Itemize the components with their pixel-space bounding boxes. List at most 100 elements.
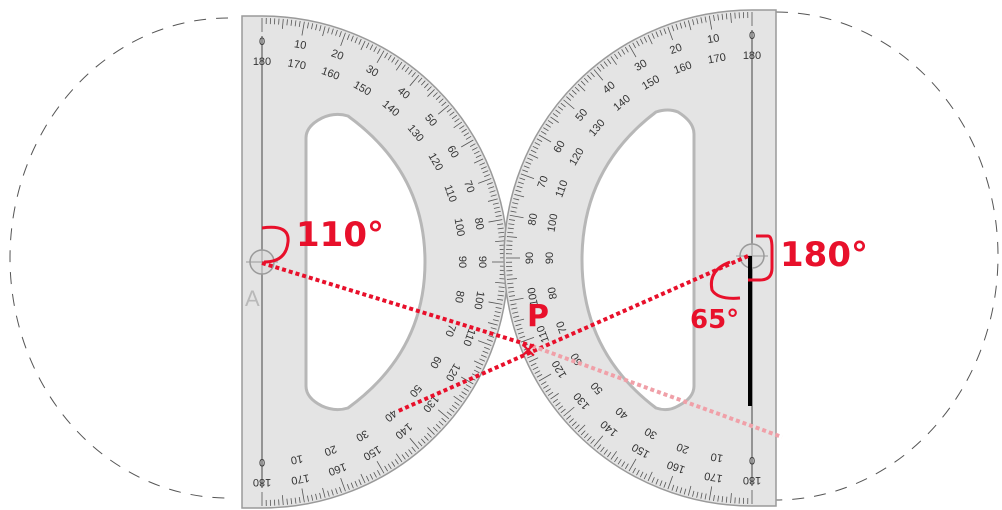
degree-tick <box>510 210 517 213</box>
degree-tick <box>401 64 406 70</box>
degree-tick <box>534 142 541 146</box>
degree-tick <box>543 384 549 389</box>
degree-tick <box>294 20 297 27</box>
degree-tick <box>721 496 724 503</box>
degree-tick <box>346 484 350 490</box>
angle-bracket-right <box>748 234 774 282</box>
degree-label: 170 <box>290 471 310 486</box>
degree-tick <box>522 169 529 173</box>
degree-tick <box>663 28 667 35</box>
degree-tick <box>713 494 715 502</box>
degree-tick <box>373 46 377 53</box>
degree-label: 160 <box>320 65 341 83</box>
degree-tick <box>427 86 432 92</box>
degree-tick <box>536 138 543 142</box>
degree-tick <box>520 336 535 343</box>
degree-tick <box>384 52 389 59</box>
degree-tick <box>492 319 499 322</box>
degree-tick <box>730 493 732 504</box>
degree-tick <box>394 59 399 65</box>
degree-tick <box>600 63 605 70</box>
degree-tick <box>632 467 636 474</box>
degree-label: 80 <box>546 286 560 300</box>
degree-tick <box>463 132 470 137</box>
degree-label: 30 <box>364 63 381 80</box>
degree-tick <box>614 53 619 60</box>
degree-tick <box>506 278 517 280</box>
degree-tick <box>577 83 586 92</box>
degree-tick <box>651 33 655 39</box>
degree-tick <box>471 147 478 151</box>
degree-tick <box>540 130 547 135</box>
degree-tick <box>394 459 399 465</box>
degree-tick <box>490 327 497 330</box>
degree-tick <box>550 116 559 123</box>
degree-tick <box>411 72 416 78</box>
degree-tick <box>532 366 539 371</box>
degree-tick <box>451 404 458 410</box>
degree-tick <box>663 481 667 488</box>
degree-tick <box>459 125 465 130</box>
degree-tick <box>427 432 432 438</box>
degree-label: 20 <box>323 442 339 457</box>
degree-tick <box>286 498 288 505</box>
degree-tick <box>424 435 429 441</box>
degree-tick <box>301 21 305 36</box>
degree-tick <box>495 215 502 217</box>
degree-tick <box>632 42 636 49</box>
angle-arc-small <box>709 260 741 300</box>
degree-tick <box>600 446 605 453</box>
degree-tick <box>497 227 504 230</box>
degree-label: 0 <box>259 456 265 468</box>
degree-tick <box>331 489 334 496</box>
degree-tick <box>286 19 288 26</box>
degree-tick <box>339 31 342 38</box>
degree-tick <box>538 373 552 382</box>
degree-tick <box>571 421 577 427</box>
degree-tick <box>563 406 575 417</box>
degree-tick <box>510 303 517 306</box>
degree-tick <box>319 25 322 32</box>
degree-tick <box>411 446 416 452</box>
degree-label: 70 <box>461 179 476 195</box>
degree-tick <box>486 339 493 342</box>
degree-tick <box>587 436 592 442</box>
degree-tick <box>465 384 472 389</box>
degree-tick <box>596 444 602 450</box>
degree-tick <box>708 486 713 501</box>
degree-tick <box>417 441 423 447</box>
degree-tick <box>532 145 539 150</box>
degree-tick <box>340 477 346 492</box>
degree-tick <box>552 113 559 118</box>
degree-tick <box>610 56 617 65</box>
degree-tick <box>574 86 580 92</box>
degree-label: 100 <box>545 213 560 233</box>
degree-tick <box>621 461 626 467</box>
degree-tick <box>568 418 574 423</box>
degree-tick <box>441 417 447 423</box>
degree-tick <box>417 77 423 83</box>
degree-label: 80 <box>452 290 466 304</box>
degree-tick <box>454 118 460 123</box>
degree-tick <box>647 471 653 482</box>
degree-tick <box>488 301 503 305</box>
degree-label: 30 <box>633 57 650 74</box>
degree-tick <box>486 182 493 185</box>
degree-tick <box>643 473 648 480</box>
degree-tick <box>552 398 559 403</box>
degree-tick <box>376 50 385 64</box>
degree-tick <box>441 101 447 107</box>
degree-tick <box>432 92 438 97</box>
degree-label: 70 <box>442 323 457 339</box>
left-degree-ticks <box>261 18 506 506</box>
degree-tick <box>477 178 492 184</box>
degree-label: 30 <box>354 427 371 444</box>
degree-label: 170 <box>287 57 307 72</box>
degree-label: 180 <box>743 474 761 486</box>
degree-label: 160 <box>672 59 693 77</box>
degree-tick <box>294 497 297 504</box>
degree-tick <box>401 454 406 460</box>
degree-tick <box>528 357 539 363</box>
degree-tick <box>577 424 586 433</box>
degree-tick <box>498 236 505 238</box>
